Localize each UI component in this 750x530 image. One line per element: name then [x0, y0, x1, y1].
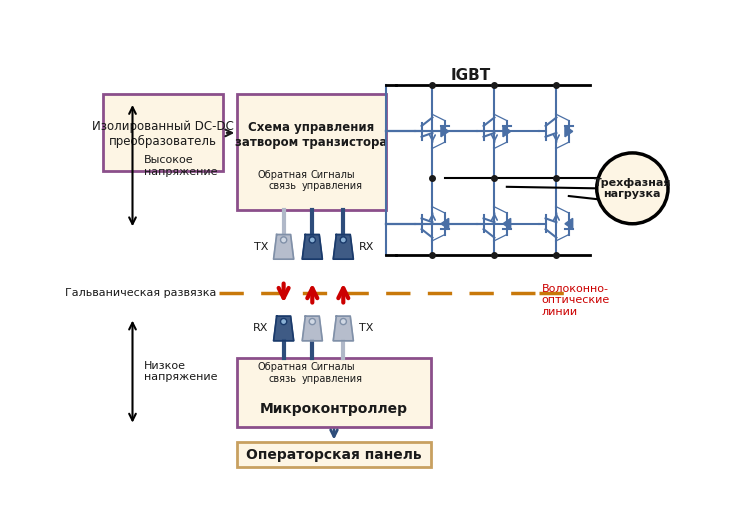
FancyBboxPatch shape	[237, 94, 386, 210]
Text: Сигналы
управления: Сигналы управления	[302, 363, 363, 384]
Polygon shape	[503, 126, 511, 137]
Text: TX: TX	[358, 323, 374, 333]
Text: RX: RX	[253, 323, 268, 333]
FancyBboxPatch shape	[237, 358, 430, 427]
Text: Операторская панель: Операторская панель	[246, 448, 422, 462]
Text: Сигналы
управления: Сигналы управления	[302, 170, 363, 191]
Text: Высокое
напряжение: Высокое напряжение	[144, 155, 218, 177]
Text: Гальваническая развязка: Гальваническая развязка	[64, 288, 216, 298]
Polygon shape	[333, 235, 353, 259]
Text: TX: TX	[254, 242, 268, 252]
Polygon shape	[441, 126, 448, 137]
Polygon shape	[302, 235, 322, 259]
Text: Микроконтроллер: Микроконтроллер	[260, 402, 408, 416]
Polygon shape	[565, 218, 573, 229]
Text: Волоконно-
оптические
линии: Волоконно- оптические линии	[542, 284, 610, 317]
Polygon shape	[503, 218, 511, 229]
Polygon shape	[302, 316, 322, 341]
Circle shape	[280, 319, 286, 325]
Polygon shape	[274, 316, 294, 341]
Polygon shape	[333, 316, 353, 341]
Circle shape	[340, 319, 346, 325]
Polygon shape	[441, 218, 448, 229]
Text: Обратная
связь: Обратная связь	[258, 170, 308, 191]
FancyBboxPatch shape	[103, 94, 224, 171]
Circle shape	[309, 319, 316, 325]
Text: Обратная
связь: Обратная связь	[258, 363, 308, 384]
Text: RX: RX	[358, 242, 374, 252]
Polygon shape	[565, 126, 573, 137]
Circle shape	[340, 237, 346, 243]
Circle shape	[280, 237, 286, 243]
Polygon shape	[274, 235, 294, 259]
Text: IGBT: IGBT	[451, 68, 491, 83]
FancyBboxPatch shape	[237, 443, 430, 467]
Text: Изолированный DC-DC
преобразователь: Изолированный DC-DC преобразователь	[92, 120, 234, 148]
Text: Трехфазная
нагрузка: Трехфазная нагрузка	[594, 178, 671, 199]
Text: Низкое
напряжение: Низкое напряжение	[144, 361, 218, 383]
Circle shape	[309, 237, 316, 243]
Text: Схема управления
затвором транзистора: Схема управления затвором транзистора	[236, 121, 388, 149]
Circle shape	[597, 153, 668, 224]
